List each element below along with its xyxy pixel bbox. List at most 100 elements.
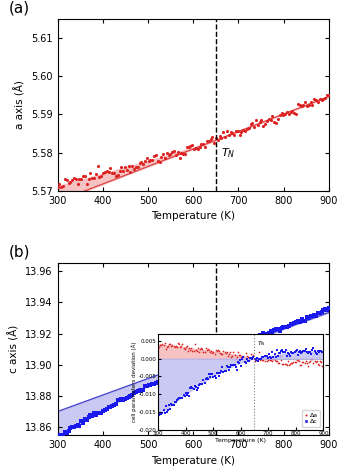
Point (210, 133, 215, 140)
Point (144, 154, 149, 161)
Point (79, 417, 84, 424)
Point (302, 98, 308, 106)
Point (106, 168, 111, 176)
Point (95, 409, 100, 416)
Point (86, 175, 91, 183)
Point (119, 395, 124, 403)
Point (144, 383, 149, 390)
Point (132, 165, 137, 173)
Point (62, 428, 67, 436)
Point (272, 326, 277, 334)
Point (275, 325, 281, 333)
Point (57, 181, 62, 188)
Point (128, 393, 133, 400)
Point (102, 168, 108, 176)
Point (184, 362, 190, 370)
Point (113, 401, 119, 408)
Point (275, 115, 281, 123)
Point (146, 381, 151, 388)
Point (126, 162, 131, 169)
Point (157, 158, 162, 166)
Point (293, 110, 299, 118)
Point (239, 341, 244, 349)
Point (91, 409, 97, 417)
Point (80, 419, 86, 426)
Point (306, 101, 312, 109)
Point (224, 346, 230, 354)
Point (241, 339, 246, 347)
Point (172, 369, 177, 377)
Point (281, 111, 286, 119)
Point (175, 149, 180, 156)
Point (312, 95, 317, 102)
Point (117, 396, 122, 404)
Point (315, 99, 321, 106)
Point (266, 115, 272, 123)
Point (120, 167, 126, 175)
X-axis label: Temperature (K): Temperature (K) (151, 455, 235, 465)
Point (232, 131, 237, 139)
Point (310, 101, 315, 109)
Point (84, 180, 89, 187)
Point (197, 144, 202, 151)
Point (257, 118, 262, 126)
Point (244, 126, 250, 133)
Point (308, 312, 313, 320)
Point (326, 305, 332, 312)
Point (153, 379, 159, 387)
Point (99, 409, 104, 417)
Point (177, 366, 182, 373)
Point (129, 162, 135, 170)
Point (148, 156, 153, 163)
Point (64, 429, 69, 437)
Point (297, 101, 302, 109)
Point (139, 387, 144, 394)
Point (326, 91, 332, 98)
Point (208, 135, 213, 143)
Point (292, 109, 297, 117)
Point (88, 169, 93, 176)
Point (133, 388, 139, 396)
Point (95, 163, 100, 170)
Point (195, 145, 200, 152)
Point (295, 100, 301, 108)
Text: (a): (a) (9, 0, 30, 16)
Point (217, 132, 222, 140)
Point (84, 416, 89, 423)
Text: (b): (b) (9, 245, 30, 260)
Point (108, 164, 113, 172)
Point (82, 415, 88, 423)
Point (180, 150, 186, 158)
Point (195, 358, 200, 365)
Point (202, 356, 208, 364)
Point (262, 120, 268, 128)
Point (197, 357, 202, 365)
Point (79, 175, 84, 183)
Point (319, 309, 324, 316)
Point (282, 110, 288, 117)
Point (73, 175, 79, 182)
Point (122, 395, 128, 403)
Point (255, 334, 261, 342)
Point (80, 172, 86, 179)
Point (177, 154, 182, 162)
Point (252, 336, 257, 343)
Point (140, 160, 146, 168)
Point (321, 96, 326, 103)
Point (313, 312, 319, 319)
Point (164, 149, 170, 157)
Point (159, 376, 164, 383)
Point (115, 171, 120, 178)
Point (222, 133, 228, 140)
Point (322, 306, 328, 313)
Point (237, 339, 242, 346)
Point (109, 169, 115, 177)
Point (319, 96, 324, 104)
Point (279, 109, 284, 117)
Point (192, 358, 197, 366)
Point (228, 129, 233, 136)
Point (304, 102, 310, 110)
Point (159, 153, 164, 161)
Point (206, 138, 212, 145)
Point (66, 427, 71, 434)
